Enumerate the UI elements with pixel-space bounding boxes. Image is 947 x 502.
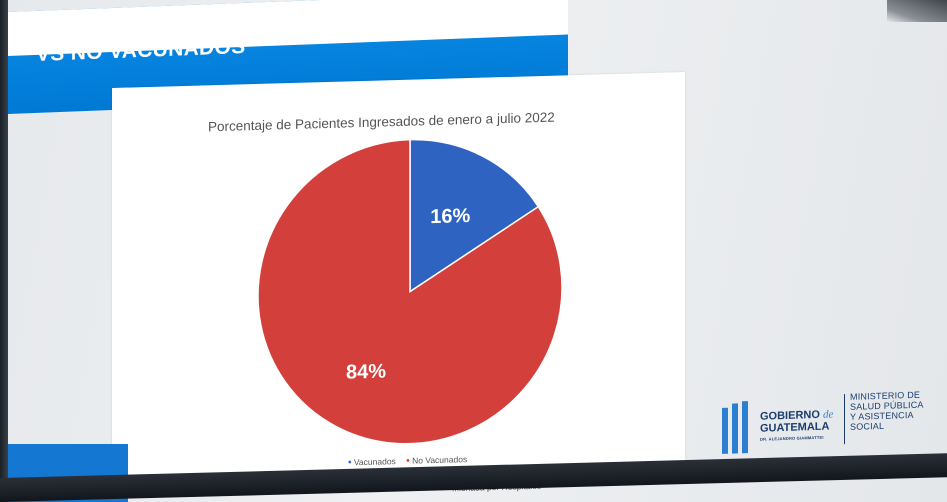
guatemala-word: GUATEMALA xyxy=(760,420,830,435)
screen-bezel-corner xyxy=(887,0,947,22)
legend-swatch-no-vacunados: • xyxy=(406,455,410,467)
logo-divider xyxy=(844,394,845,445)
pie-slice-no-vacunados xyxy=(257,138,563,445)
legend-label-vacunados: Vacunados xyxy=(353,456,396,468)
pie-label-vacunados: 16% xyxy=(430,205,470,228)
ministry-line-4: SOCIAL xyxy=(850,420,885,432)
ministry-name: MINISTERIO DE SALUD PÚBLICA Y ASISTENCIA… xyxy=(850,390,924,432)
legend-label-no-vacunados: No Vacunados xyxy=(412,454,468,466)
chart-card: Porcentaje de Pacientes Ingresados de en… xyxy=(112,71,685,483)
pie-chart: 16% 84% xyxy=(257,138,563,445)
de-word: de xyxy=(822,408,834,421)
screen-bezel-left xyxy=(0,0,8,502)
gobierno-wordmark: GOBIERNO de GUATEMALA xyxy=(760,408,833,434)
legend-swatch-vacunados: • xyxy=(348,457,352,469)
legend-item-no-vacunados: • No Vacunados xyxy=(406,454,468,467)
pie-label-no-vacunados: 84% xyxy=(346,361,386,384)
pie-slice-vacunados xyxy=(409,138,540,294)
gobierno-subtitle: DR. ALEJANDRO GIAMMATTEI xyxy=(760,434,824,442)
legend-item-vacunados: • Vacunados xyxy=(348,456,398,469)
